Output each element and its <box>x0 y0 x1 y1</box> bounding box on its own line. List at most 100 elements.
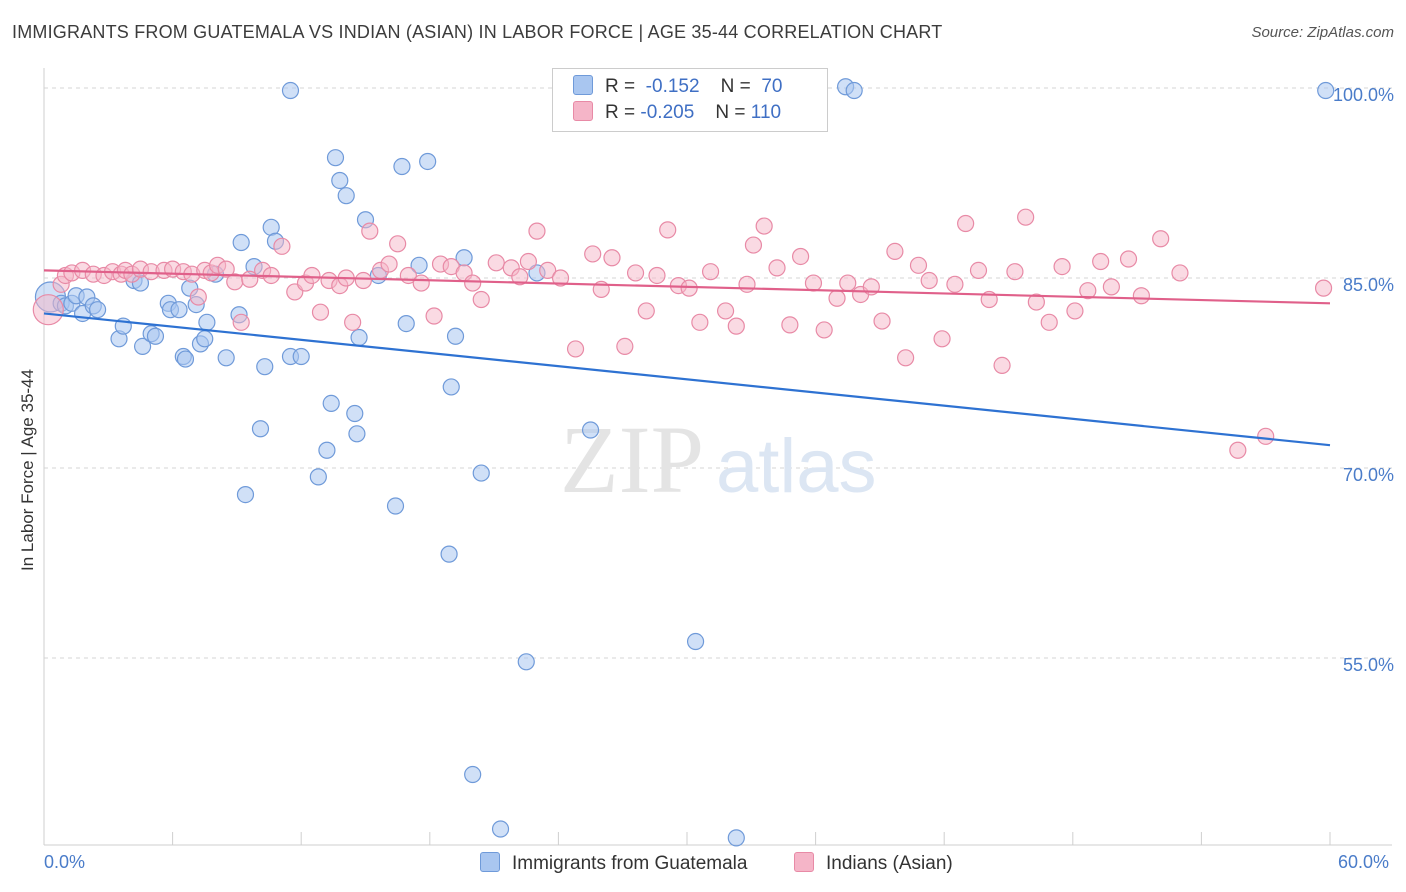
indian-point <box>361 222 379 240</box>
indian-point <box>701 263 720 281</box>
indian-point <box>920 271 938 290</box>
guatemala-point <box>346 404 364 423</box>
guatemala-point <box>133 337 152 355</box>
indian-point <box>804 274 823 292</box>
legend-n-label: N = <box>720 76 751 97</box>
indian-point <box>303 266 321 285</box>
indian-point <box>909 256 928 274</box>
guatemala-point <box>419 152 437 171</box>
legend-swatch-indian <box>573 101 593 121</box>
indian-point <box>311 303 330 321</box>
guatemala-point <box>196 330 214 348</box>
legend-row-indian: R = -0.205 N = 110 <box>573 101 781 127</box>
chart-title: IMMIGRANTS FROM GUATEMALA VS INDIAN (ASI… <box>12 22 943 42</box>
bottom-legend-label-guatemala: Immigrants from Guatemala <box>512 853 748 874</box>
y-tick-label: 100.0% <box>1332 85 1394 105</box>
indian-point <box>1229 441 1247 459</box>
guatemala-point <box>491 820 510 838</box>
legend-n-value-indian: 110 <box>750 102 782 123</box>
y-tick-label: 70.0% <box>1342 465 1394 485</box>
guatemala-point <box>281 81 300 100</box>
indian-point <box>744 236 763 254</box>
legend-swatch-guatemala <box>573 75 593 95</box>
legend: R = -0.152 N = 70 R = -0.205 N = 110 <box>552 68 828 132</box>
guatemala-trend-line <box>43 312 1331 447</box>
y-tick-label: 85.0% <box>1342 275 1394 295</box>
guatemala-point <box>446 327 465 345</box>
indian-point <box>603 249 621 267</box>
guatemala-point <box>318 441 336 459</box>
guatemala-point <box>440 545 458 563</box>
indian-point <box>1092 252 1110 271</box>
indian-trend-line <box>43 269 1331 305</box>
guatemala-point <box>331 171 349 190</box>
indian-point <box>648 266 666 285</box>
guatemala-point <box>198 313 216 331</box>
guatemala-point <box>393 157 411 176</box>
bottom-legend-swatch-indian <box>794 852 814 872</box>
indian-point <box>839 274 857 292</box>
x-tick-label-min: 0.0% <box>44 852 86 872</box>
legend-r-value-guatemala: -0.152 <box>645 76 700 97</box>
indian-point <box>472 290 490 309</box>
indian-point <box>1314 279 1333 297</box>
guatemala-point <box>686 632 705 651</box>
indian-point <box>1017 208 1035 226</box>
guatemala-point <box>386 497 405 515</box>
indian-point <box>957 214 975 233</box>
guatemala-point <box>464 765 482 784</box>
indian-point <box>32 294 64 326</box>
indian-point <box>1171 264 1189 282</box>
indian-point <box>1257 427 1275 445</box>
data-points <box>32 78 1335 847</box>
indian-point <box>464 274 482 292</box>
guatemala-point <box>397 315 415 333</box>
indian-point <box>727 317 745 335</box>
indian-point <box>691 313 709 331</box>
indian-point <box>659 221 677 239</box>
guatemala-point <box>337 187 355 205</box>
indian-point <box>946 275 964 293</box>
indian-point <box>1079 282 1097 300</box>
bottom-legend-label-indian: Indians (Asian) <box>826 853 953 874</box>
guatemala-point <box>472 464 490 482</box>
trend-lines <box>43 269 1331 447</box>
guatemala-point <box>292 347 310 366</box>
indian-point <box>1040 313 1058 331</box>
bottom-legend-swatch-guatemala <box>480 852 500 872</box>
indian-point <box>933 330 951 348</box>
indian-point <box>716 302 735 320</box>
indian-point <box>425 307 443 325</box>
indian-point <box>1152 230 1170 248</box>
indian-point <box>828 289 846 307</box>
guatemala-point <box>236 486 255 504</box>
indian-point <box>217 260 235 278</box>
indian-point <box>487 254 505 272</box>
indian-point <box>791 247 810 266</box>
guatemala-point <box>176 350 195 368</box>
indian-point <box>815 321 833 339</box>
indian-point <box>354 271 372 290</box>
indian-point <box>873 312 891 330</box>
indian-point <box>584 245 602 263</box>
guatemala-point <box>348 425 366 443</box>
guatemala-point <box>1317 81 1335 100</box>
indian-point <box>273 237 291 255</box>
indian-point <box>1006 263 1024 281</box>
watermark-zip: ZIP <box>560 406 704 513</box>
bottom-legend-indian: Indians (Asian) <box>794 852 953 875</box>
indian-point <box>969 261 988 279</box>
guatemala-point <box>410 256 428 274</box>
indian-point <box>344 313 362 331</box>
guatemala-point <box>326 149 345 167</box>
guatemala-point <box>350 328 368 347</box>
indian-point <box>1066 302 1084 320</box>
indian-point <box>637 302 655 320</box>
guatemala-point <box>309 468 327 486</box>
guatemala-point <box>217 349 235 367</box>
guatemala-point <box>322 394 340 412</box>
source-label: Source: ZipAtlas.com <box>1251 24 1394 41</box>
indian-point <box>1053 258 1071 276</box>
guatemala-point <box>845 81 863 100</box>
